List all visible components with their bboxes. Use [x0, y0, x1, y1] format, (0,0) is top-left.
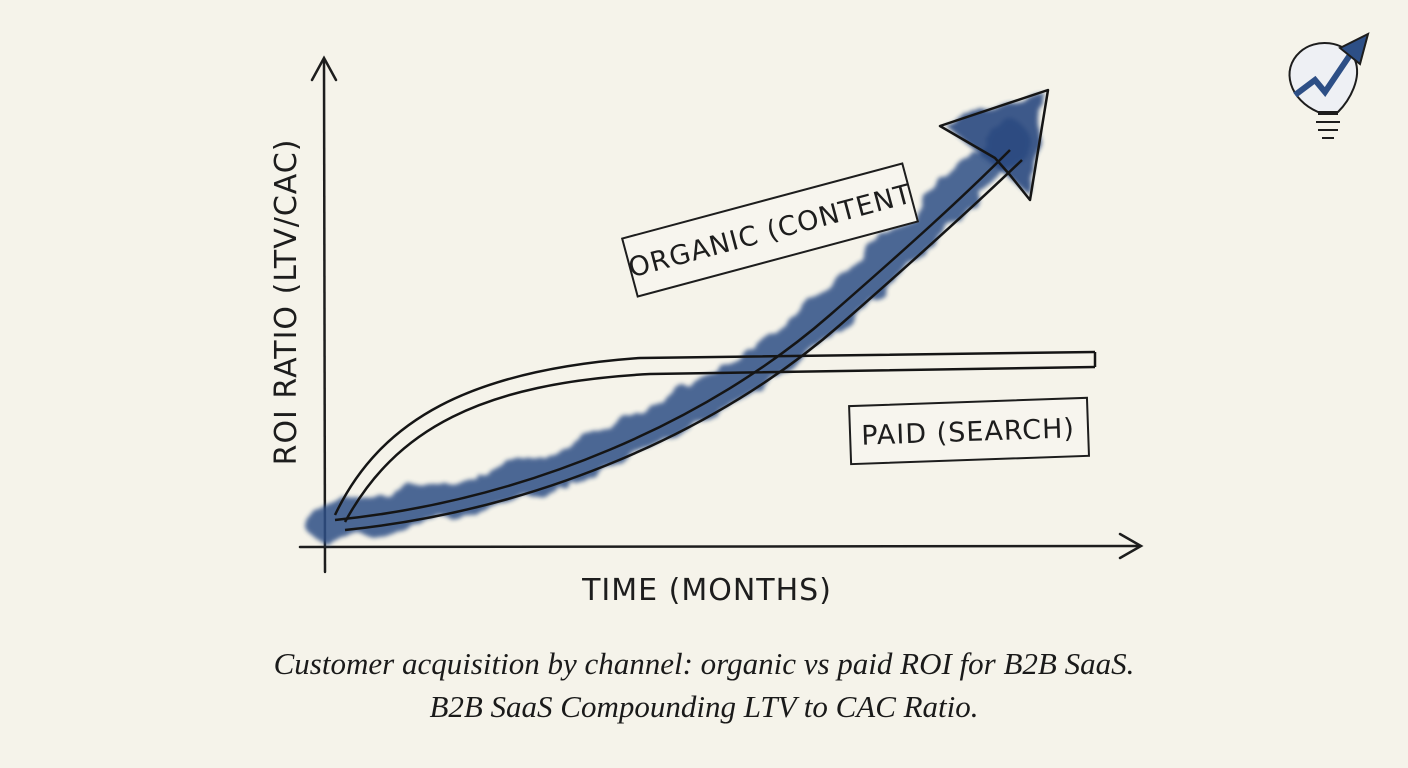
organic-curve — [306, 88, 1050, 541]
paid-line-bottom — [343, 365, 1096, 523]
paid-line-top — [333, 350, 1096, 516]
axes — [298, 55, 1144, 574]
organic-label-box — [620, 162, 920, 298]
organic-line-2 — [344, 159, 1023, 532]
y-axis — [322, 58, 327, 574]
x-axis-arrow — [1118, 532, 1144, 560]
paid-label-group: PAID (SEARCH) — [848, 396, 1091, 466]
paid-label-box — [848, 396, 1091, 466]
x-axis-label: TIME (MONTHS) — [581, 573, 832, 608]
lightbulb-icon — [1288, 32, 1370, 139]
y-axis-arrow — [310, 55, 338, 82]
organic-wash — [306, 121, 1029, 541]
y-axis-label: ROI RATIO (LTV/CAC) — [269, 139, 304, 466]
organic-arrowhead — [938, 88, 1050, 202]
paid-curve — [333, 350, 1097, 523]
caption-line: Customer acquisition by channel: organic… — [274, 646, 1135, 681]
organic-line — [334, 149, 1011, 522]
caption-line: B2B SaaS Compounding LTV to CAC Ratio. — [429, 689, 978, 724]
organic-arrow-wash — [945, 92, 1045, 195]
x-axis — [298, 544, 1142, 549]
paid-label: PAID (SEARCH) — [861, 413, 1076, 451]
